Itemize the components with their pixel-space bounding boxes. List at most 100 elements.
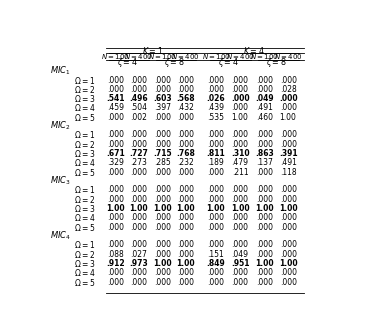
Text: .000: .000 [154,277,171,287]
Text: $N=100$: $N=100$ [202,52,230,61]
Text: $N=400$: $N=400$ [171,52,200,61]
Text: .000: .000 [154,85,171,94]
Text: .026: .026 [207,94,225,103]
Text: .479: .479 [232,159,248,167]
Text: .000: .000 [177,140,194,149]
Text: .000: .000 [207,213,224,222]
Text: 1.00: 1.00 [255,259,273,268]
Text: .000: .000 [130,85,147,94]
Text: .000: .000 [256,185,273,194]
Text: .000: .000 [177,75,194,84]
Text: .000: .000 [154,240,171,249]
Text: .000: .000 [256,140,273,149]
Text: .439: .439 [207,104,224,113]
Text: .000: .000 [154,195,171,204]
Text: .000: .000 [256,130,273,139]
Text: .504: .504 [130,104,147,113]
Text: .535: .535 [207,113,224,122]
Text: .000: .000 [154,140,171,149]
Text: .002: .002 [130,113,147,122]
Text: .671: .671 [106,149,125,158]
Text: .000: .000 [177,277,194,287]
Text: .863: .863 [255,149,274,158]
Text: .000: .000 [231,94,249,103]
Text: $N=400$: $N=400$ [226,52,254,61]
Text: .460: .460 [256,113,273,122]
Text: .000: .000 [107,195,124,204]
Text: .000: .000 [177,240,194,249]
Text: .000: .000 [256,240,273,249]
Text: .000: .000 [280,130,297,139]
Text: .000: .000 [130,168,147,177]
Text: .000: .000 [154,185,171,194]
Text: .000: .000 [232,185,248,194]
Text: .000: .000 [130,130,147,139]
Text: .000: .000 [280,277,297,287]
Text: $N=400$: $N=400$ [274,52,303,61]
Text: $\Omega=4$: $\Omega=4$ [74,103,96,114]
Text: .232: .232 [177,159,194,167]
Text: 1.00: 1.00 [280,113,296,122]
Text: .000: .000 [154,75,171,84]
Text: 1.00: 1.00 [255,204,273,213]
Text: $\Omega=5$: $\Omega=5$ [74,222,96,233]
Text: .000: .000 [280,213,297,222]
Text: .088: .088 [107,250,124,259]
Text: .000: .000 [280,75,297,84]
Text: .000: .000 [232,223,248,232]
Text: $\zeta=8$: $\zeta=8$ [266,56,287,69]
Text: $MIC_{4}$: $MIC_{4}$ [50,230,71,242]
Text: 1.00: 1.00 [106,204,124,213]
Text: .397: .397 [154,104,171,113]
Text: $\zeta=8$: $\zeta=8$ [163,56,184,69]
Text: 1.00: 1.00 [129,204,148,213]
Text: .000: .000 [107,268,124,277]
Text: 1.00: 1.00 [232,113,248,122]
Text: .000: .000 [107,113,124,122]
Text: .000: .000 [130,213,147,222]
Text: .000: .000 [154,250,171,259]
Text: .541: .541 [106,94,124,103]
Text: .000: .000 [130,277,147,287]
Text: .000: .000 [232,104,248,113]
Text: .459: .459 [107,104,124,113]
Text: .000: .000 [130,185,147,194]
Text: .137: .137 [256,159,273,167]
Text: .000: .000 [130,75,147,84]
Text: .000: .000 [256,277,273,287]
Text: $\Omega=3$: $\Omega=3$ [74,93,96,104]
Text: .310: .310 [231,149,249,158]
Text: .000: .000 [256,268,273,277]
Text: .049: .049 [232,250,248,259]
Text: .000: .000 [280,268,297,277]
Text: .028: .028 [280,85,296,94]
Text: .273: .273 [130,159,147,167]
Text: $\Omega=4$: $\Omega=4$ [74,157,96,168]
Text: .000: .000 [107,213,124,222]
Text: .000: .000 [280,195,297,204]
Text: .000: .000 [256,168,273,177]
Text: $\Omega=3$: $\Omega=3$ [74,203,96,214]
Text: .000: .000 [232,75,248,84]
Text: .000: .000 [280,223,297,232]
Text: .000: .000 [154,168,171,177]
Text: .000: .000 [280,140,297,149]
Text: 1.00: 1.00 [279,259,298,268]
Text: .285: .285 [154,159,171,167]
Text: .027: .027 [130,250,147,259]
Text: .000: .000 [130,268,147,277]
Text: .768: .768 [176,149,195,158]
Text: $\Omega=5$: $\Omega=5$ [74,112,96,123]
Text: .811: .811 [207,149,225,158]
Text: $\Omega=5$: $\Omega=5$ [74,276,96,288]
Text: .000: .000 [280,240,297,249]
Text: .049: .049 [255,94,273,103]
Text: .000: .000 [154,113,171,122]
Text: .715: .715 [153,149,172,158]
Text: .491: .491 [280,159,296,167]
Text: .000: .000 [256,195,273,204]
Text: $K=1$: $K=1$ [142,45,163,56]
Text: .118: .118 [280,168,296,177]
Text: .000: .000 [130,240,147,249]
Text: .000: .000 [207,195,224,204]
